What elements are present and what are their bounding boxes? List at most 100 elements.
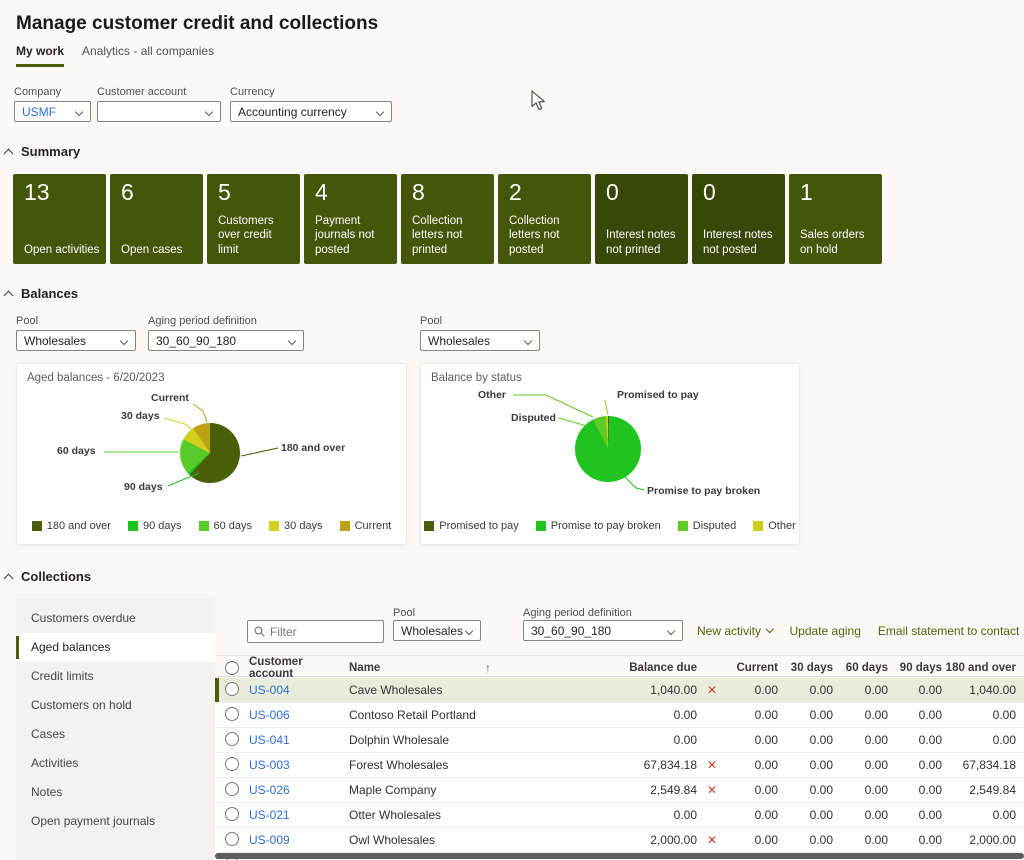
chevron-down-icon	[666, 626, 676, 636]
customer-account-link[interactable]: US-021	[249, 808, 290, 822]
pie-callout-lines	[104, 403, 279, 487]
sidebar-item[interactable]: Notes	[31, 785, 63, 799]
sidebar-item[interactable]: Customers overdue	[31, 611, 136, 625]
table-row[interactable]: US-009 Owl Wholesales 2,000.00 ✕ 0.00 0.…	[215, 828, 1024, 853]
table-row[interactable]: US-021 Otter Wholesales 0.00 ✕ 0.00 0.00…	[215, 803, 1024, 828]
collections-section-header[interactable]: Collections	[3, 569, 91, 584]
row-select-radio[interactable]	[215, 780, 249, 801]
grid-pool-select[interactable]: Wholesales	[393, 620, 481, 641]
collections-grid-area: Pool Wholesales Aging period definition …	[215, 598, 1024, 860]
balances-aging-select[interactable]: 30_60_90_180	[148, 330, 304, 351]
currency-label: Currency	[230, 86, 275, 98]
summary-tile[interactable]: 2 Collection letters not posted	[498, 174, 591, 264]
days-90-value: 0.00	[918, 808, 942, 822]
aged-balances-pie-chart[interactable]	[180, 423, 240, 483]
action-button[interactable]: Email statement to contact	[877, 623, 1020, 638]
summary-tile[interactable]: 5 Customers over credit limit	[207, 174, 300, 264]
customer-account-link[interactable]: US-041	[249, 733, 290, 747]
balance-by-status-chart-card: Balance by status Other Promised to pay …	[420, 363, 800, 545]
balances-section-header[interactable]: Balances	[3, 286, 78, 301]
grid-aging-select[interactable]: 30_60_90_180	[523, 620, 683, 641]
col-30-days[interactable]: 30 days	[790, 662, 833, 674]
sidebar-item[interactable]: Open payment journals	[31, 814, 156, 828]
table-row[interactable]: US-041 Dolphin Wholesale 0.00 ✕ 0.00 0.0…	[215, 728, 1024, 753]
days-60-value: 0.00	[835, 858, 890, 860]
tile-count: 13	[24, 179, 50, 205]
sidebar-item[interactable]: Cases	[31, 727, 66, 741]
customer-account-select[interactable]	[97, 101, 221, 122]
customer-account-link[interactable]: US-026	[249, 783, 290, 797]
sidebar-item[interactable]: Aged balances	[16, 633, 215, 662]
collapse-chevron-icon	[3, 148, 14, 158]
pie-label-current: Current	[151, 392, 189, 404]
col-customer-account[interactable]: Customer account	[249, 656, 303, 680]
balance-by-status-pie-chart[interactable]	[575, 416, 641, 482]
table-row[interactable]: US-004 Cave Wholesales 1,040.00 ✕ 0.00 0…	[215, 678, 1024, 703]
summary-tile[interactable]: 13 Open activities	[13, 174, 106, 264]
row-select-radio[interactable]	[215, 830, 249, 851]
customer-account-link[interactable]: US-004	[249, 683, 290, 697]
tab-my-work[interactable]: My work	[16, 44, 65, 67]
pie-label-90-days: 90 days	[124, 481, 163, 493]
days-60-value: 0.00	[864, 808, 888, 822]
col-60-days[interactable]: 60 days	[845, 662, 888, 674]
balances-aging-field: Aging period definition 30_60_90_180	[148, 315, 304, 351]
days-60-value: 0.00	[864, 758, 888, 772]
tile-count: 8	[412, 179, 425, 205]
col-180-and-over[interactable]: 180 and over	[945, 662, 1016, 674]
current-value: 0.00	[754, 783, 778, 797]
row-select-radio[interactable]	[215, 680, 249, 701]
customer-name: Dolphin Wholesale	[349, 733, 450, 747]
customer-account-link[interactable]: US-003	[249, 758, 290, 772]
days-90-value: 0.00	[918, 758, 942, 772]
tab-analytics-all-companies[interactable]: Analytics - all companies	[82, 44, 215, 58]
days-60-value: 0.00	[864, 733, 888, 747]
summary-tile[interactable]: 1 Sales orders on hold	[789, 174, 882, 264]
summary-tile[interactable]: 8 Collection letters not printed	[401, 174, 494, 264]
summary-tile[interactable]: 0 Interest notes not printed	[595, 174, 688, 264]
customer-account-link[interactable]: US-009	[249, 833, 290, 847]
summary-section-header[interactable]: Summary	[3, 144, 80, 159]
chevron-down-icon	[74, 107, 84, 117]
table-row[interactable]: US-006 Contoso Retail Portland 0.00 ✕ 0.…	[215, 703, 1024, 728]
currency-select[interactable]: Accounting currency	[230, 101, 392, 122]
balances-pool-select[interactable]: Wholesales	[16, 330, 136, 351]
select-all-radio[interactable]	[215, 659, 249, 678]
customer-account-link[interactable]: US-006	[249, 708, 290, 722]
sidebar-item[interactable]: Customers on hold	[31, 698, 132, 712]
table-row[interactable]: US-026 Maple Company 2,549.84 ✕ 0.00 0.0…	[215, 778, 1024, 803]
legend-item: 60 days	[198, 520, 252, 532]
status-pool-select[interactable]: Wholesales	[420, 330, 540, 351]
status-pool-field: Pool Wholesales	[420, 315, 540, 351]
col-90-days[interactable]: 90 days	[899, 662, 942, 674]
tile-label: Open cases	[121, 243, 183, 256]
action-button[interactable]: Update aging	[789, 623, 861, 638]
chevron-down-icon	[287, 336, 297, 346]
summary-tile[interactable]: 4 Payment journals not posted	[304, 174, 397, 264]
days-180-value: 2,000.00	[969, 833, 1016, 847]
company-select[interactable]: USMF	[14, 101, 91, 122]
row-select-radio[interactable]	[215, 755, 249, 776]
customer-name: Pelican Wholesales	[349, 858, 499, 860]
sidebar-item[interactable]: Activities	[31, 756, 79, 770]
grid-filter-input[interactable]	[270, 624, 377, 639]
legend-item: Promised to pay	[424, 520, 519, 532]
table-row[interactable]: US-003 Forest Wholesales 67,834.18 ✕ 0.0…	[215, 753, 1024, 778]
col-balance-due[interactable]: Balance due	[629, 662, 697, 674]
row-select-radio[interactable]	[215, 705, 249, 726]
col-name[interactable]: Name ↑	[349, 661, 491, 675]
table-header: Customer account Name ↑ Balance due Curr…	[215, 655, 1024, 680]
days-60-value: 0.00	[864, 783, 888, 797]
action-button[interactable]: New activity	[697, 624, 774, 638]
tile-count: 5	[218, 179, 231, 205]
sidebar-item[interactable]: Credit limits	[31, 669, 94, 683]
col-current[interactable]: Current	[736, 662, 778, 674]
summary-tile[interactable]: 6 Open cases	[110, 174, 203, 264]
horizontal-scrollbar[interactable]	[215, 853, 1024, 859]
customer-account-link[interactable]: US-013	[249, 858, 290, 860]
customer-name: Cave Wholesales	[349, 683, 443, 697]
row-select-radio[interactable]	[215, 805, 249, 826]
row-select-radio[interactable]	[215, 730, 249, 751]
summary-tile[interactable]: 0 Interest notes not posted	[692, 174, 785, 264]
